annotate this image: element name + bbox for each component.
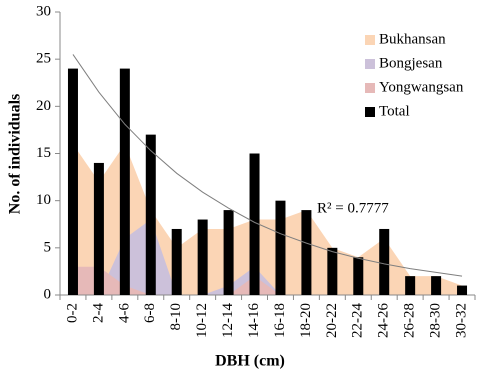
x-tick-label: 0-2: [64, 303, 80, 323]
y-tick-label: 5: [44, 239, 52, 255]
x-tick-label: 10-12: [194, 303, 210, 338]
legend-label: Yongwangsan: [379, 79, 464, 95]
bar: [171, 228, 182, 295]
x-tick-label: 18-20: [298, 303, 314, 338]
legend-label: Bongjesan: [379, 55, 443, 71]
bar: [275, 200, 286, 295]
bar: [223, 210, 234, 295]
y-axis-label: No. of individuals: [7, 94, 24, 214]
bar: [431, 276, 442, 295]
x-tick-label: 12-14: [220, 303, 236, 338]
x-tick-label: 4-6: [116, 303, 132, 323]
x-tick-label: 26-28: [402, 303, 418, 338]
legend-swatch: [365, 83, 375, 93]
x-tick-label: 20-22: [324, 303, 340, 338]
legend-swatch: [365, 107, 375, 117]
legend-swatch: [365, 59, 375, 69]
bar: [197, 219, 208, 295]
x-tick-label: 6-8: [142, 303, 158, 323]
x-tick-label: 30-32: [453, 303, 469, 338]
y-tick-label: 0: [44, 286, 52, 302]
x-tick-label: 16-18: [272, 303, 288, 338]
bar: [249, 153, 260, 295]
x-axis-label: DBH (cm): [215, 353, 285, 370]
bar: [379, 228, 390, 295]
y-tick-label: 15: [36, 145, 51, 161]
y-tick-label: 20: [36, 98, 51, 114]
bar: [93, 162, 104, 295]
x-tick-label: 2-4: [90, 303, 106, 323]
bar: [405, 276, 416, 295]
bar: [301, 210, 312, 295]
legend-label: Total: [379, 103, 410, 119]
y-tick-label: 30: [36, 3, 51, 19]
x-tick-label: 24-26: [376, 303, 392, 338]
bar: [353, 257, 364, 295]
bar: [457, 285, 468, 295]
x-tick-label: 8-10: [168, 303, 184, 331]
y-tick-label: 25: [36, 51, 51, 67]
x-tick-label: 28-30: [428, 303, 444, 338]
bar: [145, 134, 156, 295]
x-tick-label: 14-16: [246, 303, 262, 338]
y-tick-label: 10: [36, 192, 51, 208]
legend-swatch: [365, 35, 375, 45]
bar: [119, 68, 130, 295]
x-tick-label: 22-24: [350, 303, 366, 338]
trendline-label: R² = 0.7777: [317, 200, 389, 216]
bar: [327, 247, 338, 295]
area: [72, 144, 463, 295]
trendline: [72, 54, 463, 277]
area: [72, 266, 463, 295]
bar: [67, 68, 78, 295]
legend-label: Bukhansan: [379, 31, 446, 47]
